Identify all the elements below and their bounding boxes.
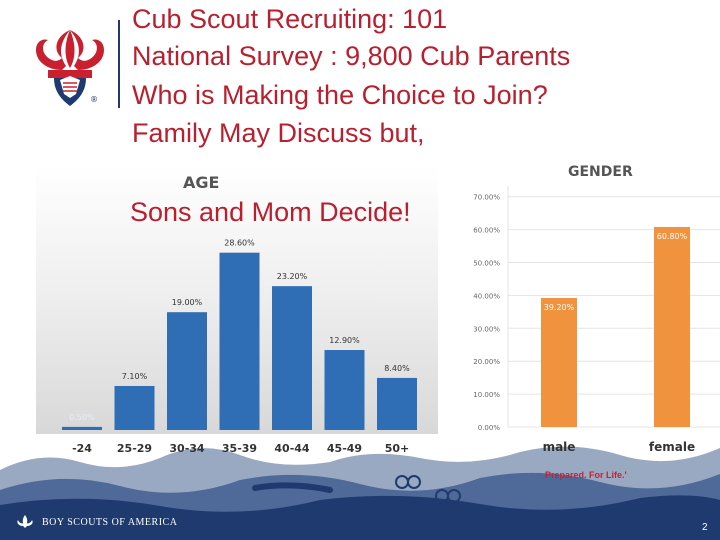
gender-bar-chart: 0.00% 10.00% 20.00% 30.00% 40.00% 50.00% 60.00… [473,186,720,454]
age-category-label: 50+ [385,442,410,455]
bsa-fleur-de-lis-logo: ® [36,30,104,106]
title-line-1: Cub Scout Recruiting: 101 [132,4,448,34]
gender-bar-male [541,298,577,427]
age-category-label: -24 [72,442,92,455]
age-data-label: 28.60% [224,239,255,248]
gender-chart-title: GENDER [568,164,633,180]
gender-y-tick: 20.00% [473,358,500,366]
gender-data-label: 60.80% [657,232,688,241]
age-category-label: 25-29 [117,442,152,455]
age-chart-title: AGE [183,173,220,192]
title-divider [118,20,120,108]
age-bar-30-34 [167,312,207,430]
gender-y-tick: 50.00% [473,260,500,268]
tagline: Prepared. For Life.' [545,470,627,480]
title-line-3: Who is Making the Choice to Join? [132,80,548,110]
gender-y-tick: 70.00% [473,194,500,202]
subtitle: Sons and Mom Decide! [130,197,411,227]
age-category-label: 35-39 [222,442,257,455]
gender-y-tick: 60.00% [473,227,500,235]
org-name: BOY SCOUTS OF AMERICA [42,517,178,528]
age-data-label: 19.00% [172,298,203,307]
gender-bar-female [654,226,690,427]
age-data-label: 0.50% [69,413,95,422]
gender-category-label: female [649,440,695,454]
gender-y-tick: 0.00% [478,424,501,432]
age-bar-40-44 [272,286,312,430]
footer-landscape [0,446,720,540]
gender-y-tick: 10.00% [473,391,500,399]
age-bar-chart: 0.50% -24 7.10% 25-29 19.00% 30-34 28.60% 35-39… [62,239,417,455]
age-data-label: 7.10% [122,372,148,381]
age-data-label: 23.20% [277,272,308,281]
age-bar-25-29 [114,385,155,430]
age-category-label: 45-49 [327,442,362,455]
age-data-label: 12.90% [329,336,360,345]
gender-y-tick: 40.00% [473,292,500,300]
gender-y-tick: 30.00% [473,325,500,333]
age-bar--24 [62,426,102,430]
age-bar-35-39 [219,252,260,430]
age-category-label: 30-34 [169,442,205,455]
gender-data-label: 39.20% [544,303,575,312]
age-bar-50+ [377,377,417,430]
age-bar-45-49 [324,350,365,430]
bsa-small-logo-icon [17,515,33,528]
age-data-label: 8.40% [384,364,410,373]
page-number: 2 [702,522,708,533]
age-category-label: 40-44 [274,442,310,455]
svg-text:®: ® [90,95,98,104]
title-line-2: National Survey : 9,800 Cub Parents [132,41,571,71]
gender-category-label: male [543,440,576,454]
title-line-4: Family May Discuss but, [132,118,425,148]
